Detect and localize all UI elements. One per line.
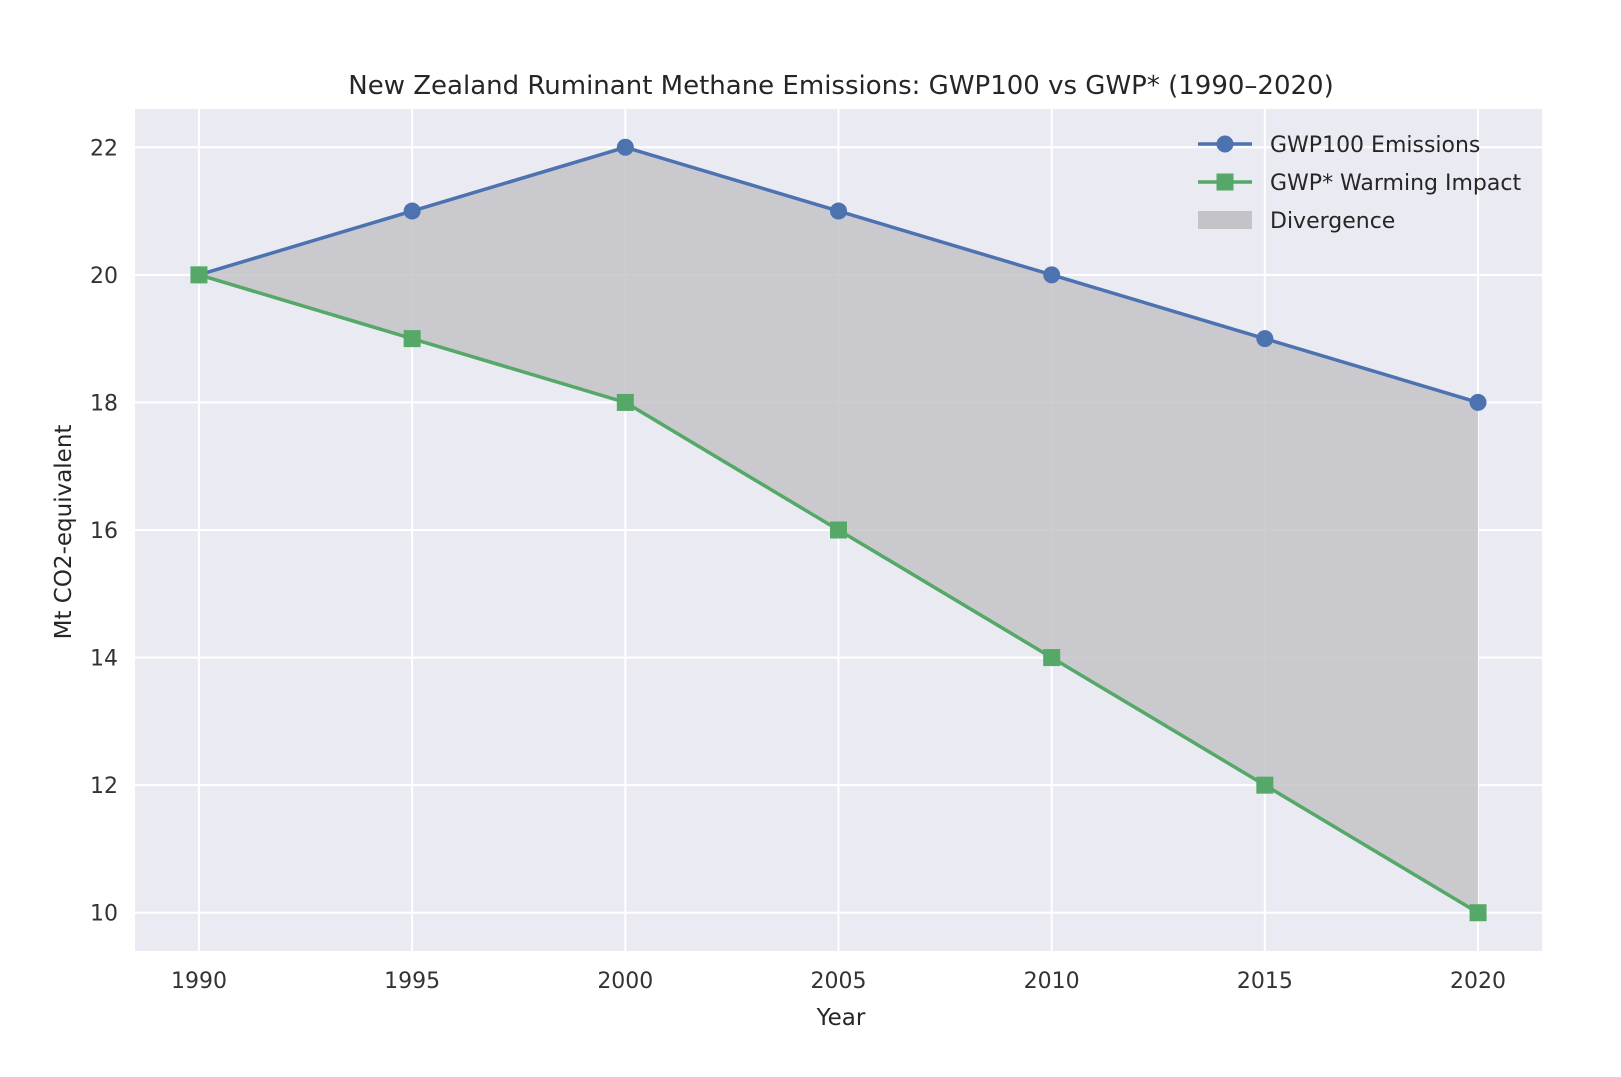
gwp-star-point <box>1469 904 1487 922</box>
gwp100-point <box>830 202 847 220</box>
x-tick-label: 2010 <box>1024 969 1080 994</box>
gwp100-point <box>1469 393 1487 411</box>
y-axis-label: Mt CO2-equivalent <box>51 425 77 640</box>
y-tick-label: 12 <box>90 774 118 799</box>
gwp-star-point <box>1256 776 1274 794</box>
gwp-star-point <box>616 393 634 411</box>
legend-divergence-label: Divergence <box>1270 209 1395 234</box>
gwp-star-point <box>830 521 847 539</box>
gwp100-point <box>1043 266 1061 284</box>
legend-gwp-star-label: GWP* Warming Impact <box>1270 171 1521 196</box>
x-tick-label: 1995 <box>384 969 440 994</box>
gwp100-point <box>616 138 634 156</box>
chart-title: New Zealand Ruminant Methane Emissions: … <box>348 71 1333 101</box>
legend-gwp100-marker <box>1216 135 1234 153</box>
gwp-star-point <box>1043 649 1061 667</box>
ticks: 1990 1995 2000 2005 2010 2015 2020 10 12 14 16 18 20… <box>90 136 1506 994</box>
divergence-layer <box>198 147 1479 913</box>
x-tick-label: 1990 <box>171 969 227 994</box>
legend-gwp100-label: GWP100 Emissions <box>1270 133 1480 158</box>
x-tick-label: 2015 <box>1237 969 1293 994</box>
x-axis-label: Year <box>816 1005 866 1031</box>
y-tick-label: 18 <box>90 391 118 416</box>
gwp-star-point <box>403 330 421 348</box>
legend-gwp-star-marker <box>1216 173 1234 191</box>
gwp100-point <box>403 202 421 220</box>
y-tick-label: 10 <box>90 902 118 927</box>
legend: GWP100 Emissions GWP* Warming Impact Diver… <box>1198 133 1521 234</box>
x-tick-label: 2000 <box>597 969 653 994</box>
y-tick-label: 14 <box>90 647 118 672</box>
gwp100-point <box>1256 330 1274 348</box>
y-tick-label: 22 <box>90 136 118 161</box>
gwp-star-point <box>190 266 208 284</box>
x-tick-label: 2020 <box>1450 969 1506 994</box>
y-tick-label: 16 <box>90 519 118 544</box>
divergence-area <box>198 147 1479 913</box>
x-tick-label: 2005 <box>811 969 867 994</box>
legend-divergence-swatch <box>1198 211 1252 229</box>
series-layer <box>190 138 1487 922</box>
y-tick-label: 20 <box>90 264 118 289</box>
